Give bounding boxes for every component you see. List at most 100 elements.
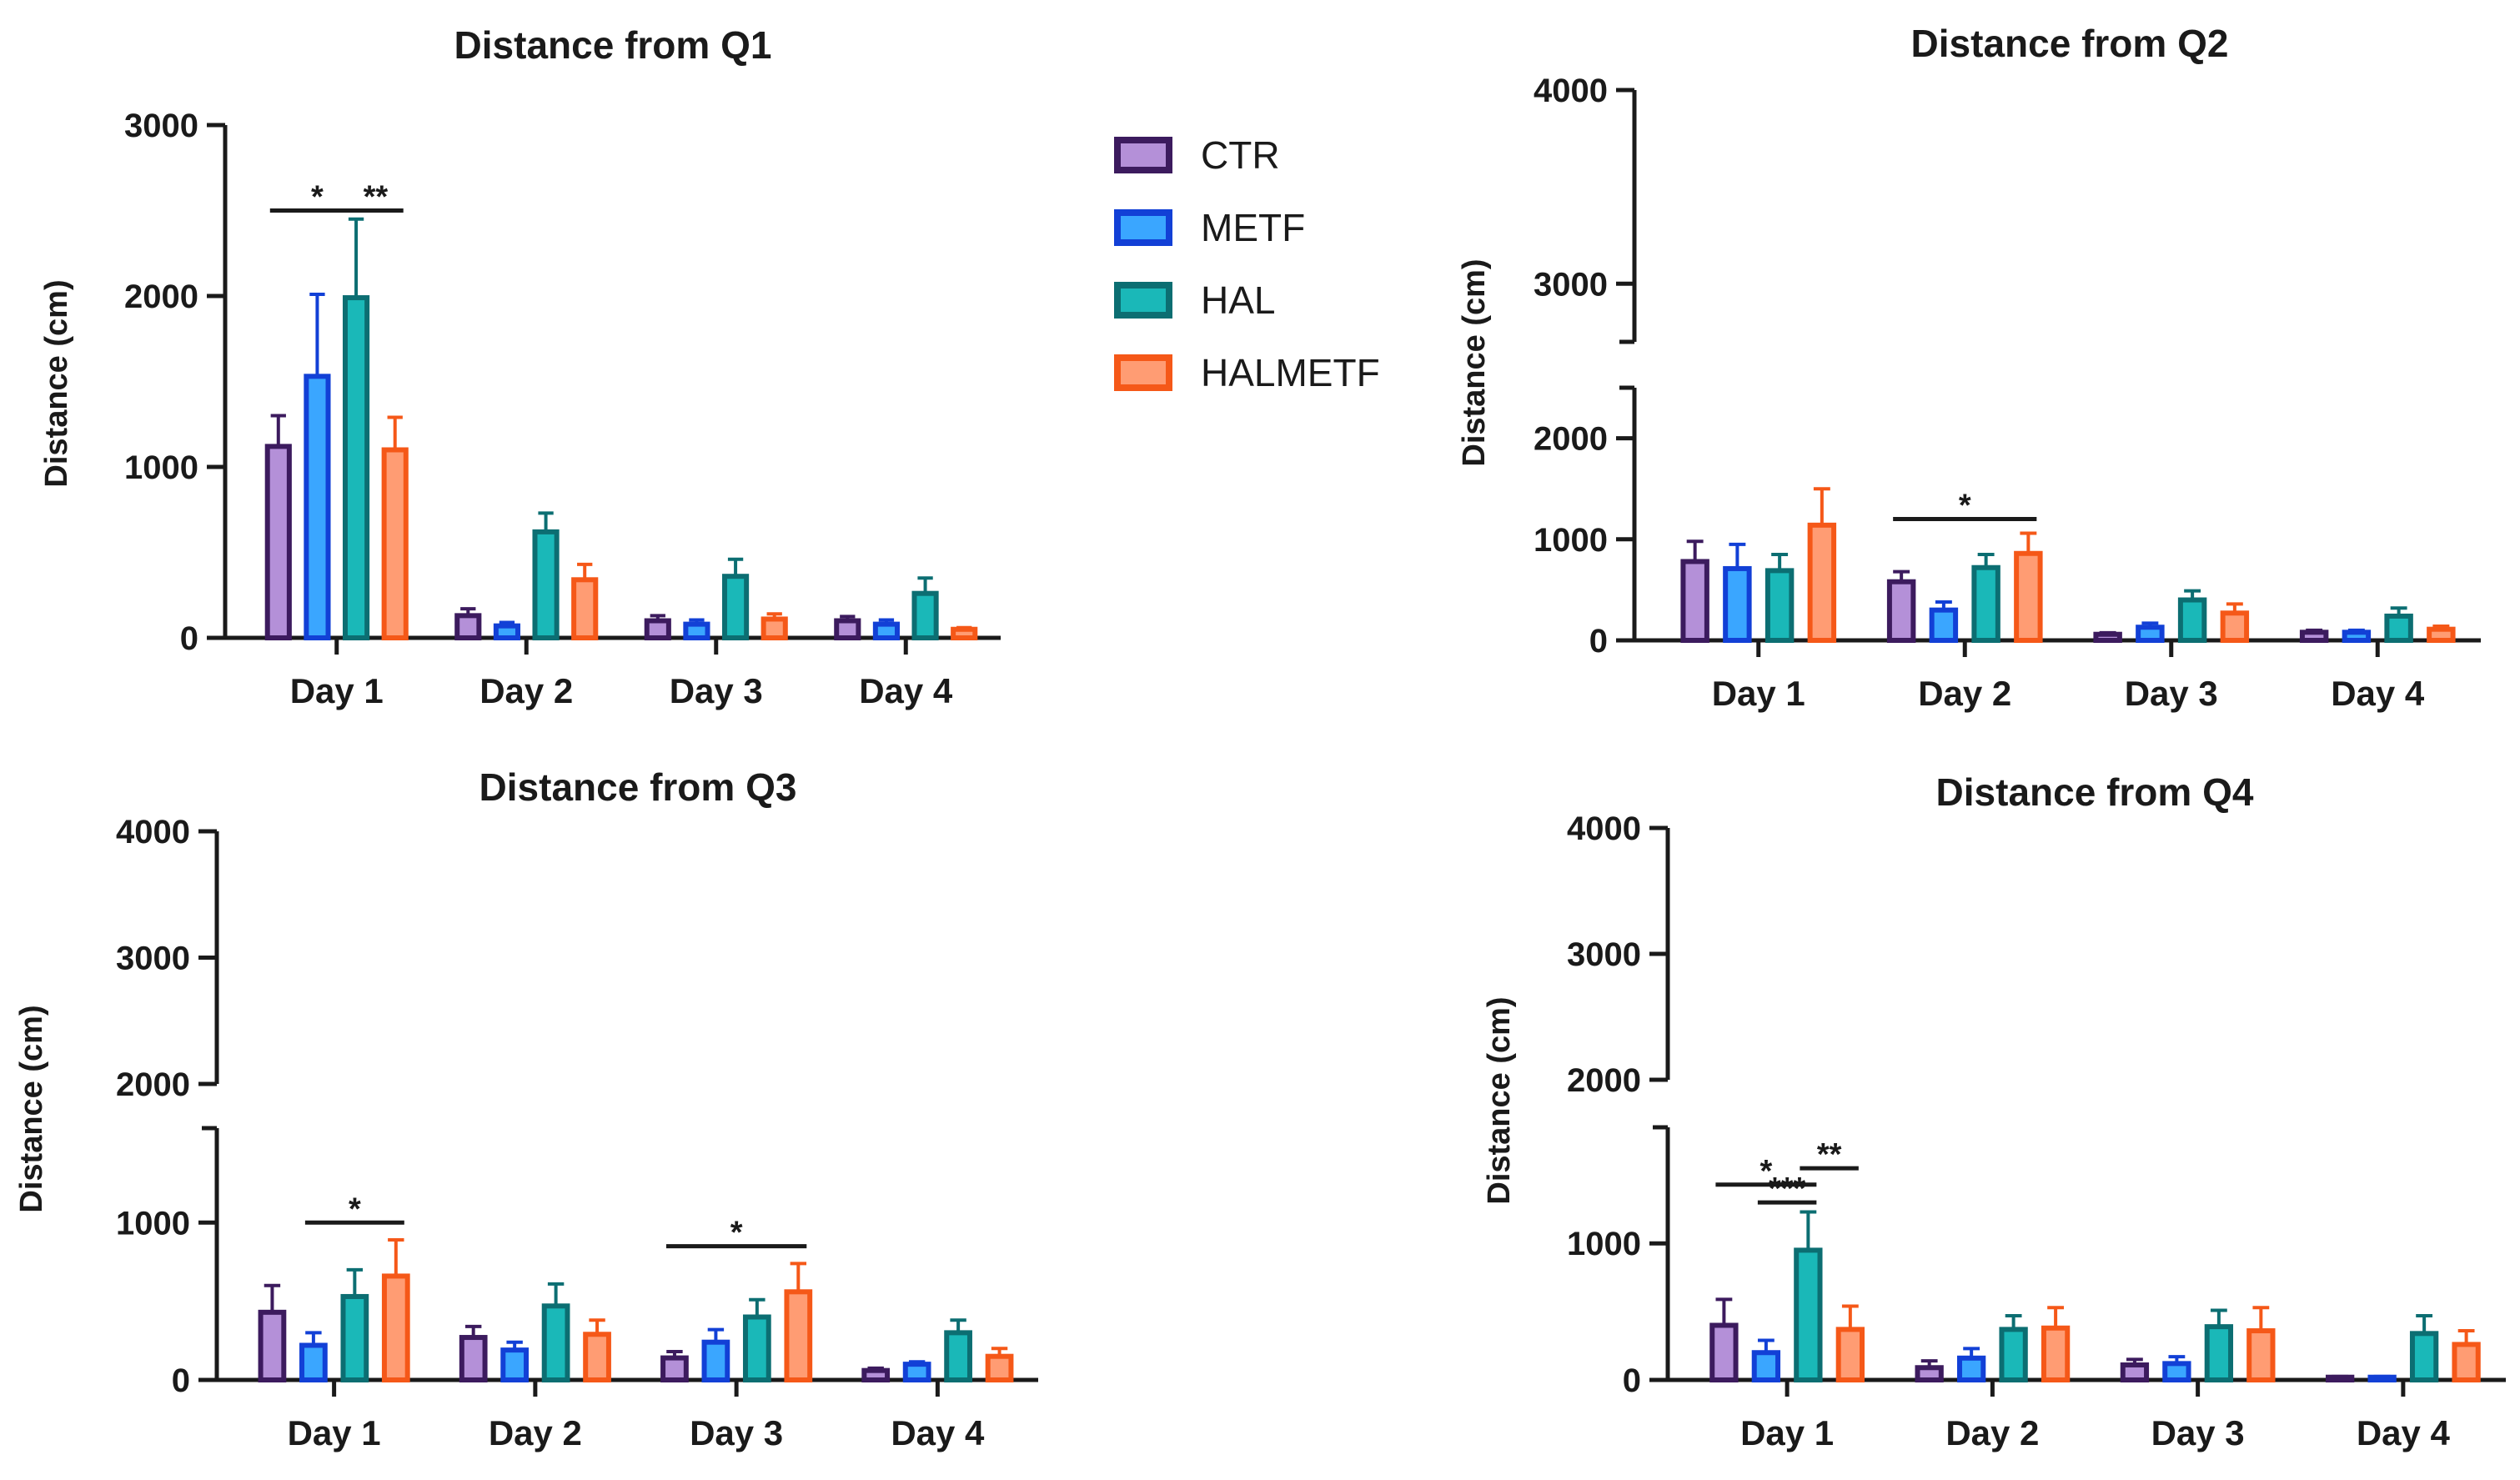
x-tick-label: Day 2 (489, 1413, 582, 1452)
x-tick-label: Day 4 (2331, 674, 2425, 713)
legend: CTR METF HAL HALMETF (1114, 133, 1380, 394)
bar (2325, 1374, 2355, 1383)
bar (1886, 579, 1916, 643)
legend-label-metf: METF (1201, 206, 1305, 249)
x-tick-label: Day 3 (690, 1413, 783, 1452)
bar (340, 1293, 369, 1383)
bar (1751, 1350, 1781, 1383)
bar (1915, 1365, 1944, 1382)
y-tick-label: 1000 (116, 1205, 190, 1242)
y-tick-label: 0 (1623, 1362, 1641, 1399)
bar (304, 374, 331, 640)
chart-panel-3: Distance from Q3 Distance (cm) 0 1000 2000 30… (14, 765, 1038, 1452)
bar (493, 623, 521, 641)
bar (2220, 610, 2250, 643)
significance-label: * (349, 1192, 361, 1227)
bar (742, 1314, 771, 1382)
bar (951, 626, 978, 640)
bar (911, 590, 939, 641)
y-tick-label: 3000 (1567, 936, 1641, 973)
bar (1709, 1322, 1739, 1382)
x-tick-label: Day 1 (288, 1413, 381, 1452)
y-tick-label: 4000 (116, 814, 190, 850)
bar (2409, 1331, 2439, 1382)
y-tick-label: 0 (172, 1362, 190, 1399)
bar (644, 618, 671, 640)
chart-title: Distance from Q3 (479, 765, 797, 809)
y-tick-label: 2000 (124, 278, 198, 315)
bar (500, 1347, 530, 1382)
y-tick-label: 3000 (124, 108, 198, 144)
bar (2299, 630, 2329, 644)
bar (721, 574, 750, 641)
bar (1835, 1327, 1865, 1383)
x-tick-label: Day 3 (2151, 1413, 2245, 1452)
bar (264, 444, 292, 641)
y-tick-label: 4000 (1567, 810, 1641, 847)
bar (2120, 1362, 2150, 1382)
bar (2427, 626, 2456, 644)
y-tick-label: 0 (180, 620, 198, 657)
chart-title: Distance from Q2 (1911, 22, 2229, 65)
y-axis-label: Distance (cm) (14, 1005, 49, 1212)
bar (784, 1289, 813, 1383)
chart-panel-4: Distance from Q4 Distance (cm) 0 1000 2000 30… (1482, 770, 2506, 1452)
legend-label-halmetf: HALMETF (1201, 351, 1380, 394)
bar (1999, 1327, 2028, 1383)
bar (683, 621, 710, 640)
significance-label: * (1959, 489, 1971, 524)
significance-label: * (730, 1216, 743, 1251)
bar (1807, 522, 1837, 643)
x-tick-label: Day 2 (479, 671, 573, 710)
bar (571, 577, 599, 640)
y-tick-label: 0 (1589, 623, 1608, 660)
significance-label: * (311, 180, 324, 215)
chart-panel-1: Distance from Q1 Distance (cm) 0 1000 2000 30… (39, 23, 1001, 710)
significance-label: ** (364, 180, 389, 215)
y-tick-label: 2000 (1567, 1062, 1641, 1099)
bar (1723, 565, 1752, 643)
significance-label: *** (1769, 1171, 1806, 1207)
bar (861, 1367, 891, 1383)
bar (1956, 1355, 1986, 1382)
y-tick-label: 1000 (1534, 522, 1608, 559)
bar (2246, 1328, 2276, 1383)
bar (2041, 1325, 2071, 1383)
bar (454, 613, 482, 640)
bar (532, 529, 560, 641)
bar (1929, 607, 1959, 644)
bar (299, 1342, 328, 1382)
bar (1680, 559, 1709, 643)
bar (2136, 625, 2165, 644)
chart-panels: Distance from Q1 Distance (cm) 0 1000 2000 30… (14, 22, 2506, 1452)
y-tick-label: 3000 (1534, 266, 1608, 303)
bar (1794, 1247, 1823, 1382)
bar (985, 1353, 1014, 1382)
x-tick-label: Day 3 (670, 671, 763, 710)
bar (872, 621, 901, 640)
x-tick-label: Day 1 (1712, 674, 1805, 713)
bar (2342, 630, 2372, 644)
bar (2162, 1361, 2191, 1383)
bar (944, 1330, 972, 1382)
bar (381, 1273, 410, 1383)
bar (1971, 564, 2000, 644)
x-tick-label: Day 1 (290, 671, 384, 710)
y-tick-label: 2000 (116, 1066, 190, 1103)
bar (342, 295, 370, 640)
y-tick-label: 2000 (1534, 421, 1608, 458)
legend-swatch-metf (1114, 209, 1172, 246)
bar (2384, 613, 2413, 643)
bar (761, 616, 788, 641)
significance-label: ** (1817, 1137, 1842, 1172)
legend-swatch-halmetf (1114, 354, 1172, 391)
x-tick-label: Day 4 (891, 1413, 985, 1452)
x-tick-label: Day 3 (2125, 674, 2218, 713)
y-tick-label: 4000 (1534, 73, 1608, 109)
bar (660, 1355, 689, 1382)
bar (2093, 631, 2122, 644)
bar (381, 447, 409, 640)
y-axis-label: Distance (cm) (1457, 258, 1492, 466)
legend-swatch-hal (1114, 282, 1172, 319)
